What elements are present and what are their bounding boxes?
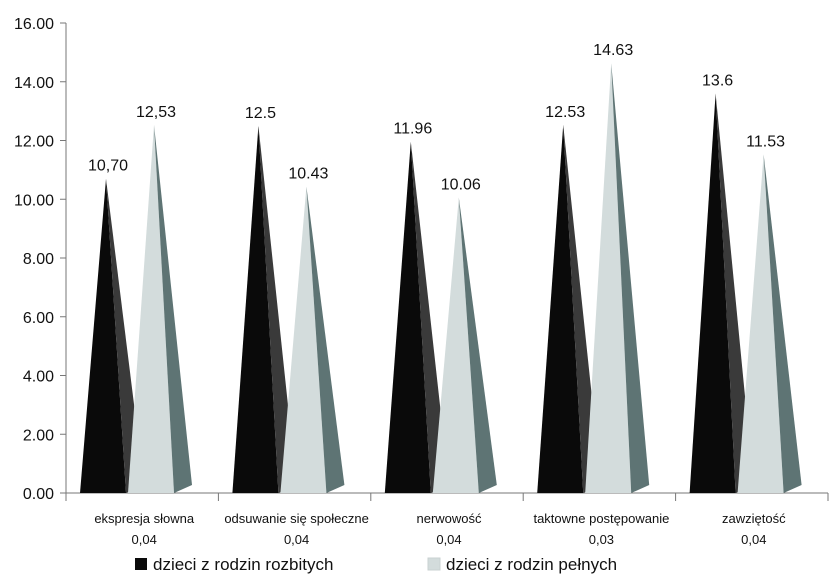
legend-swatch — [135, 558, 147, 570]
bar-side — [611, 63, 650, 494]
data-label: 13.6 — [702, 73, 733, 90]
data-label: 10,70 — [88, 158, 128, 175]
bars — [80, 63, 802, 494]
legend-label: dzieci z rodzin pełnych — [446, 555, 617, 574]
bar-side — [154, 124, 193, 494]
x-category-sublabel: 0,04 — [284, 532, 309, 547]
y-tick-label: 2.00 — [23, 427, 54, 444]
data-label: 14.63 — [593, 42, 633, 59]
bar — [280, 186, 327, 493]
legend: dzieci z rodzin rozbitych dzieci z rodzin… — [135, 555, 617, 574]
bar — [689, 93, 736, 493]
y-axis: 0.00 2.00 4.00 6.00 8.00 10.00 12.00 14.00 16.00 — [14, 16, 67, 503]
y-tick-label: 10.00 — [14, 192, 54, 209]
x-category-sublabel: 0,04 — [132, 532, 157, 547]
bar — [80, 178, 127, 493]
bar — [585, 63, 632, 494]
bar — [232, 125, 279, 493]
x-category-label: odsuwanie się społeczne — [224, 511, 369, 526]
y-tick-label: 4.00 — [23, 369, 54, 386]
x-category-label: zawziętość — [722, 511, 786, 526]
bar-side — [258, 125, 297, 493]
y-tick-label: 0.00 — [23, 486, 54, 503]
x-category-label: nerwowość — [416, 511, 482, 526]
y-tick-label: 8.00 — [23, 251, 54, 268]
bar-side — [410, 141, 449, 494]
legend-swatch — [427, 557, 441, 571]
x-category-sublabel: 0,04 — [436, 532, 461, 547]
bar — [128, 124, 175, 494]
x-category-sublabel: 0,03 — [589, 532, 614, 547]
data-label: 10.43 — [288, 166, 328, 183]
data-label: 11.96 — [393, 121, 432, 138]
data-label: 12.53 — [545, 104, 585, 121]
data-label: 12.5 — [245, 105, 276, 122]
bar-side — [306, 186, 345, 493]
legend-label: dzieci z rodzin rozbitych — [153, 555, 333, 574]
x-axis: ekspresja słowna 0,04 odsuwanie się społec… — [65, 492, 829, 547]
bar — [737, 154, 784, 493]
data-label: 10.06 — [441, 176, 481, 193]
y-tick-label: 16.00 — [14, 16, 54, 33]
data-label: 11.53 — [746, 133, 785, 150]
y-tick-label: 12.00 — [14, 134, 54, 151]
bar — [432, 197, 479, 494]
y-tick-label: 6.00 — [23, 310, 54, 327]
data-labels: 10,70 12.5 11.96 12.53 13.6 12,53 10.43 10.06 14… — [88, 42, 785, 193]
x-category-label: ekspresja słowna — [94, 511, 194, 526]
data-label: 12,53 — [136, 104, 176, 121]
bar-side — [458, 197, 497, 494]
x-category-label: taktowne postępowanie — [533, 511, 669, 526]
bar — [537, 124, 584, 494]
y-tick-label: 14.00 — [14, 75, 54, 92]
bar-side — [715, 93, 754, 493]
bar — [384, 141, 431, 494]
bar-side — [763, 154, 802, 493]
x-category-sublabel: 0,04 — [741, 532, 766, 547]
